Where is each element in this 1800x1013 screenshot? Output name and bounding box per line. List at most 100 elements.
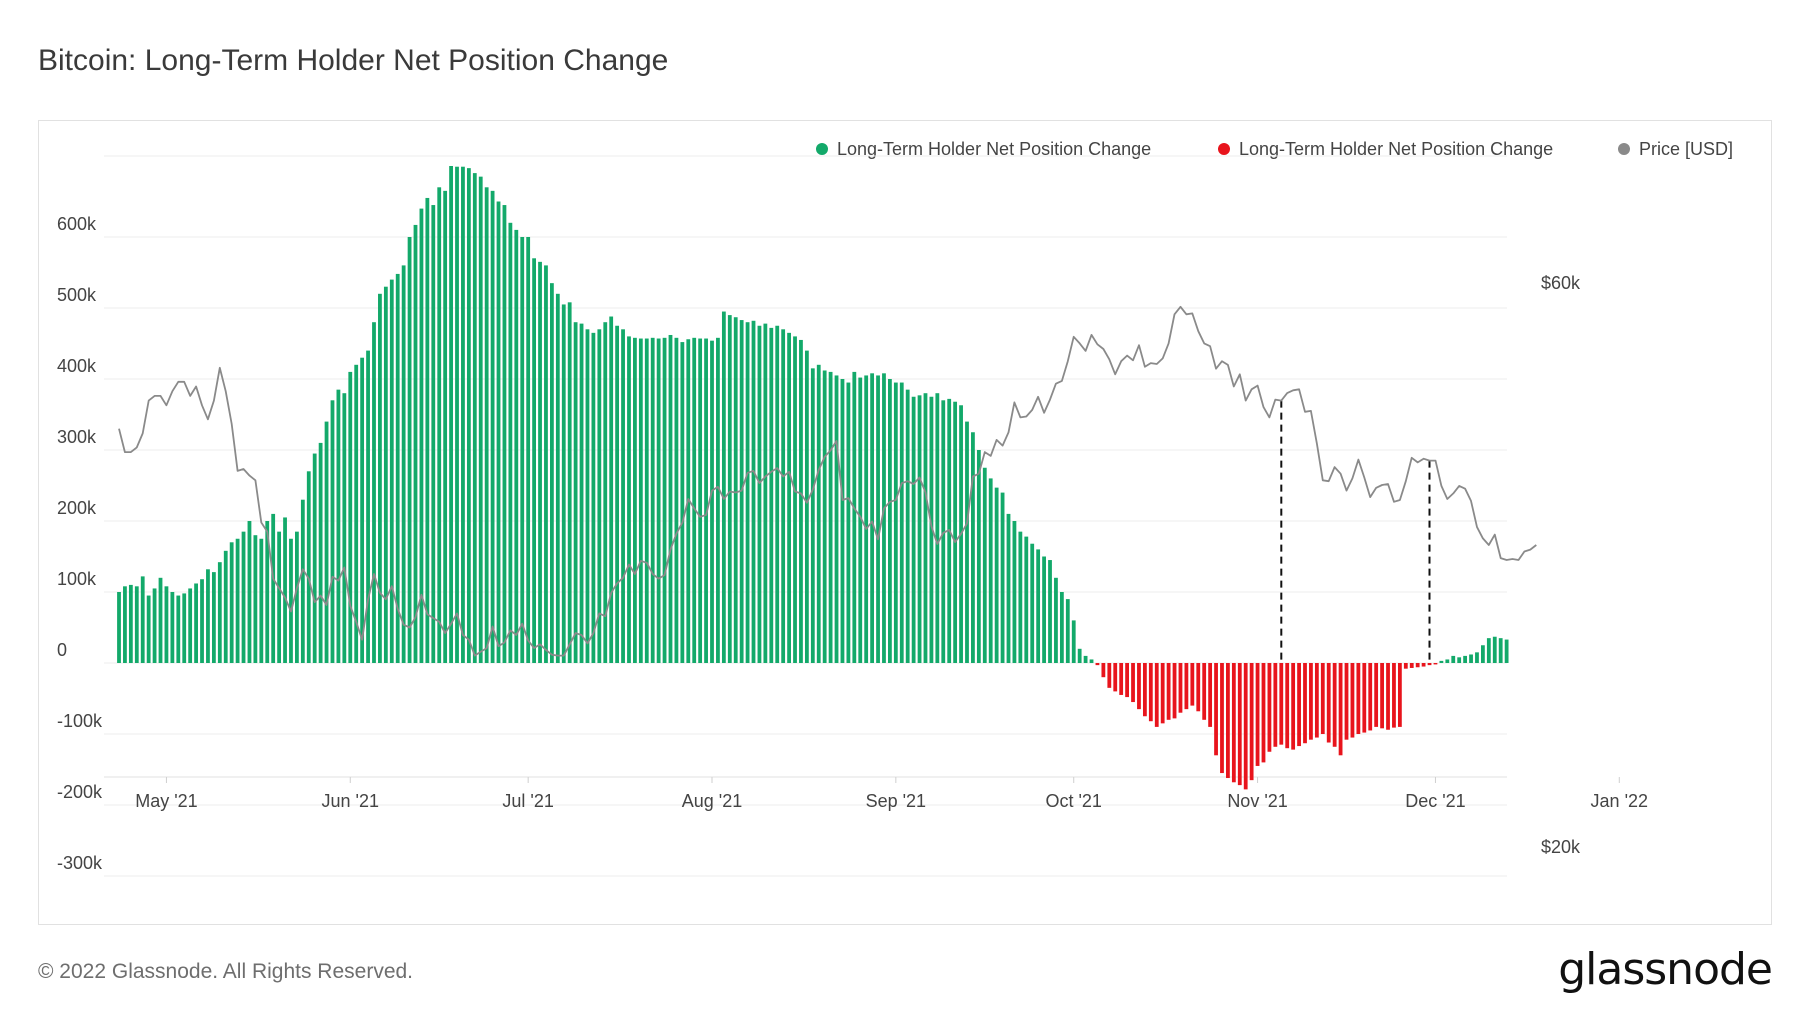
bar-positive xyxy=(123,586,127,663)
bar-negative xyxy=(1131,663,1135,703)
bar-positive xyxy=(277,531,282,663)
bar-positive xyxy=(413,224,418,663)
bar-positive xyxy=(229,542,234,663)
bar-positive xyxy=(312,453,317,663)
bar-positive xyxy=(395,273,400,663)
bar-positive xyxy=(140,576,145,663)
bar-negative xyxy=(1166,663,1171,720)
bar-positive xyxy=(1024,536,1029,663)
bar-negative xyxy=(1107,663,1112,688)
bar-negative xyxy=(1267,663,1272,752)
bar-positive xyxy=(733,317,738,663)
bar-positive xyxy=(324,421,329,663)
bar-positive xyxy=(1048,560,1052,663)
bar-positive xyxy=(899,382,904,663)
bar-negative xyxy=(1196,663,1201,712)
bar-negative xyxy=(1380,663,1384,729)
bar-positive xyxy=(644,338,649,663)
bar-positive xyxy=(751,320,756,663)
bar-negative xyxy=(1433,663,1438,665)
y-axis-right: $60k $20k xyxy=(1541,273,1581,857)
bar-negative xyxy=(1344,663,1349,740)
page-title: Bitcoin: Long-Term Holder Net Position C… xyxy=(38,44,669,77)
bar-positive xyxy=(407,237,412,663)
bar-positive xyxy=(176,595,181,663)
bar-positive xyxy=(431,205,436,664)
bar-positive xyxy=(1445,659,1450,663)
bar-positive xyxy=(941,400,946,663)
bar-positive xyxy=(846,382,851,663)
bar-positive xyxy=(496,201,501,663)
legend-label: Long-Term Holder Net Position Change xyxy=(837,139,1151,159)
bar-positive xyxy=(876,375,880,663)
bar-positive xyxy=(200,579,204,663)
legend-marker xyxy=(1618,143,1630,155)
bar-positive xyxy=(520,237,525,663)
bar-positive xyxy=(472,173,477,663)
bar-positive xyxy=(976,450,981,663)
bar-positive xyxy=(354,364,359,663)
bar-positive xyxy=(692,337,697,663)
bar-positive xyxy=(1000,492,1005,663)
bar-positive xyxy=(211,572,216,663)
bar-positive xyxy=(745,322,750,663)
bar-negative xyxy=(1125,663,1129,698)
bar-positive xyxy=(917,395,922,663)
bar-positive xyxy=(330,400,335,663)
y-tick-label: 300k xyxy=(57,427,97,447)
x-tick-label: Sep '21 xyxy=(866,791,927,811)
bar-positive xyxy=(259,538,264,663)
bar-negative xyxy=(1320,663,1325,734)
bar-positive xyxy=(893,382,898,663)
bar-positive xyxy=(787,332,791,663)
bar-positive xyxy=(674,337,679,663)
bar-positive xyxy=(188,588,193,663)
bar-negative xyxy=(1190,663,1195,706)
bar-positive xyxy=(727,315,732,663)
y-right-tick-label: $60k xyxy=(1541,273,1581,293)
bar-positive xyxy=(532,258,536,663)
bar-positive xyxy=(597,329,602,663)
bar-positive xyxy=(698,338,703,663)
bar-negative xyxy=(1172,663,1177,719)
bar-positive xyxy=(739,320,744,663)
bar-positive xyxy=(164,586,169,663)
x-tick-label: Jan '22 xyxy=(1591,791,1648,811)
y-tick-label: 600k xyxy=(57,214,97,234)
bar-positive xyxy=(816,364,821,663)
y-tick-label: 0 xyxy=(57,640,67,660)
bar-positive xyxy=(810,368,815,663)
bar-positive xyxy=(1463,655,1468,663)
bar-negative xyxy=(1403,663,1408,669)
bar-positive xyxy=(888,379,892,663)
bar-positive xyxy=(757,325,762,663)
bar-positive xyxy=(627,336,631,663)
bar-negative xyxy=(1178,663,1183,713)
bar-negative xyxy=(1154,663,1159,727)
bar-positive xyxy=(1077,648,1082,663)
y-tick-label: -300k xyxy=(57,853,103,873)
bar-positive xyxy=(1504,639,1509,663)
bar-positive xyxy=(781,329,786,663)
x-tick-label: May '21 xyxy=(135,791,197,811)
bar-positive xyxy=(864,375,869,663)
bar-positive xyxy=(591,332,596,663)
bar-positive xyxy=(1059,592,1064,663)
bar-negative xyxy=(1368,663,1373,731)
bar-positive xyxy=(306,471,311,663)
bar-negative xyxy=(1415,663,1420,668)
bar-positive xyxy=(615,325,620,663)
bar-negative xyxy=(1184,663,1189,710)
bar-negative xyxy=(1226,663,1230,779)
bar-positive xyxy=(923,393,928,663)
bar-negative xyxy=(1362,663,1367,733)
bar-negative xyxy=(1427,663,1432,666)
bar-positive xyxy=(289,538,293,663)
bar-positive xyxy=(283,517,287,663)
bar-positive xyxy=(538,261,542,663)
bar-positive xyxy=(1083,655,1088,663)
bar-positive xyxy=(567,302,572,663)
bar-negative xyxy=(1338,663,1343,756)
bar-positive xyxy=(1018,531,1023,663)
bar-negative xyxy=(1261,663,1266,763)
